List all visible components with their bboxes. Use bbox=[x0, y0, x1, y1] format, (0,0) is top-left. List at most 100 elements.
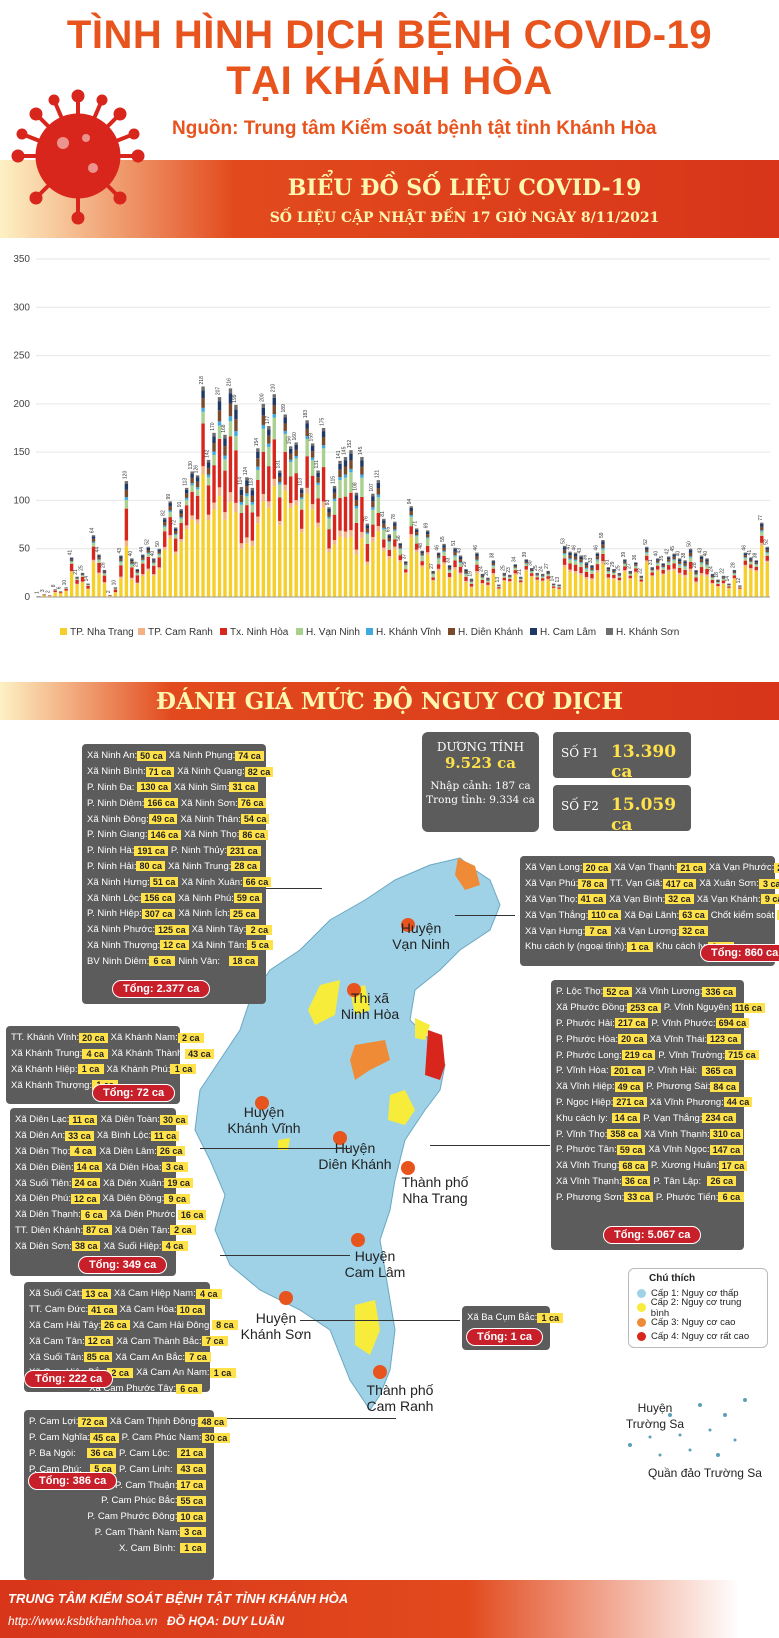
bar-stack bbox=[754, 560, 759, 597]
bar-segment bbox=[146, 556, 150, 569]
bar-stack bbox=[360, 456, 364, 597]
bar-segment bbox=[382, 518, 386, 521]
box-cell: Xã Diên Phước: 16 ca bbox=[110, 1209, 210, 1220]
bar-segment bbox=[650, 570, 654, 571]
bar-segment bbox=[497, 584, 501, 586]
bar-segment bbox=[97, 572, 101, 575]
bar-segment bbox=[310, 457, 315, 461]
bar-stack bbox=[535, 572, 539, 597]
case-count: 1 ca bbox=[626, 941, 653, 952]
commune-name: Xã Xuân Sơn: bbox=[699, 878, 759, 890]
box-cell: Xã Diên Toàn: 30 ca bbox=[100, 1114, 191, 1125]
bar-segment bbox=[551, 583, 556, 585]
bar-segment bbox=[212, 502, 216, 510]
risk-section-title: ĐÁNH GIÁ MỨC ĐỘ NGUY CƠ DỊCH bbox=[155, 688, 624, 715]
bar-segment bbox=[568, 555, 572, 559]
bar-segment bbox=[425, 554, 430, 597]
bar-segment bbox=[212, 465, 216, 503]
bar-segment bbox=[705, 561, 709, 565]
bar-segment bbox=[425, 545, 430, 553]
box-cell: Xã Ninh Phú: 59 ca bbox=[178, 893, 266, 904]
bar-segment bbox=[310, 475, 315, 505]
footer-website-link[interactable]: http://www.ksbtkhanhhoa.vn bbox=[8, 1614, 158, 1628]
bar-segment bbox=[404, 569, 408, 573]
bar-data-label: 120 bbox=[122, 471, 128, 480]
bar-segment bbox=[513, 564, 517, 567]
bar-segment bbox=[382, 520, 386, 524]
bar-segment bbox=[464, 569, 468, 572]
commune-name: Xã Ninh Phước: bbox=[87, 924, 156, 936]
bar-segment bbox=[749, 568, 753, 570]
bar-segment bbox=[75, 580, 79, 584]
bar-segment bbox=[469, 581, 474, 583]
bar-segment bbox=[354, 492, 359, 496]
case-count: 76 ca bbox=[237, 798, 267, 809]
bar-segment bbox=[590, 567, 594, 571]
bar-data-label: 189 bbox=[281, 404, 287, 413]
box-row: P. Phước Long: 219 ca P. Vĩnh Trường: 715 c… bbox=[556, 1047, 759, 1063]
box-row: P. Cam Thuận: 17 ca bbox=[29, 1477, 209, 1493]
bar-segment bbox=[612, 578, 616, 580]
bar-data-label: 43 bbox=[698, 548, 704, 554]
bar-segment bbox=[754, 560, 759, 563]
bar-stack bbox=[173, 527, 178, 597]
bar-segment bbox=[152, 575, 156, 597]
bar-data-label: 141 bbox=[336, 450, 342, 459]
bar-segment bbox=[486, 579, 490, 581]
bar-segment bbox=[91, 541, 96, 544]
bar-segment bbox=[321, 448, 326, 468]
bar-segment bbox=[579, 559, 583, 563]
box-cell: Xã Cam An Bắc: 7 ca bbox=[115, 1352, 214, 1363]
case-count: 23 ca bbox=[774, 862, 779, 873]
bar-segment bbox=[519, 579, 523, 581]
bar-segment bbox=[234, 450, 238, 503]
bar-segment bbox=[519, 577, 523, 578]
bar-segment bbox=[672, 568, 676, 571]
bar-segment bbox=[201, 473, 205, 597]
bar-stack bbox=[289, 446, 293, 597]
bar-segment bbox=[97, 562, 101, 573]
bar-segment bbox=[42, 594, 46, 596]
bar-segment bbox=[677, 567, 682, 573]
bar-segment bbox=[612, 570, 616, 573]
bar-segment bbox=[601, 541, 605, 545]
bar-stack bbox=[354, 492, 359, 597]
bar-data-label: 10 bbox=[111, 580, 117, 586]
bar-segment bbox=[699, 562, 704, 564]
bar-segment bbox=[475, 573, 479, 597]
bar-segment bbox=[760, 535, 764, 543]
commune-name: P. Phước Long: bbox=[556, 1049, 622, 1061]
bar-segment bbox=[398, 545, 402, 549]
bar-segment bbox=[119, 556, 123, 559]
bar-segment bbox=[683, 563, 687, 566]
case-count: 7 ca bbox=[201, 1336, 228, 1347]
bar-segment bbox=[524, 565, 528, 570]
box-row: P. Cam Phú: 5 ca P. Cam Linh: 43 ca bbox=[29, 1461, 209, 1477]
bar-segment bbox=[102, 583, 107, 597]
bar-segment bbox=[278, 476, 282, 483]
bar-segment bbox=[338, 497, 342, 531]
bar-data-label: 40 bbox=[128, 551, 134, 557]
bar-segment bbox=[683, 566, 687, 570]
bar-segment bbox=[524, 561, 528, 564]
bar-segment bbox=[349, 453, 353, 461]
case-count: 2 ca bbox=[246, 924, 273, 935]
commune-name: Xã Diên Phước: bbox=[109, 1209, 178, 1221]
bar-data-label: 48 bbox=[418, 543, 424, 549]
chart-legend-label: H. Khánh Vĩnh bbox=[376, 627, 441, 638]
bar-segment bbox=[414, 528, 419, 530]
bar-data-label: 156 bbox=[287, 436, 293, 445]
bar-segment bbox=[305, 436, 309, 439]
bar-segment bbox=[305, 438, 309, 457]
bar-segment bbox=[765, 552, 769, 554]
box-cell: Xã Vĩnh Hiệp: 49 ca bbox=[556, 1081, 646, 1092]
bar-stack bbox=[409, 506, 413, 597]
case-count: 17 ca bbox=[718, 1160, 748, 1171]
bar-segment bbox=[283, 417, 287, 424]
bar-data-label: 36 bbox=[632, 554, 638, 560]
bar-segment bbox=[179, 539, 183, 543]
bar-stack bbox=[480, 573, 485, 597]
bar-segment bbox=[601, 540, 605, 542]
commune-name: Chốt kiểm soát: bbox=[710, 909, 777, 921]
case-count: 9 ca bbox=[760, 894, 779, 905]
